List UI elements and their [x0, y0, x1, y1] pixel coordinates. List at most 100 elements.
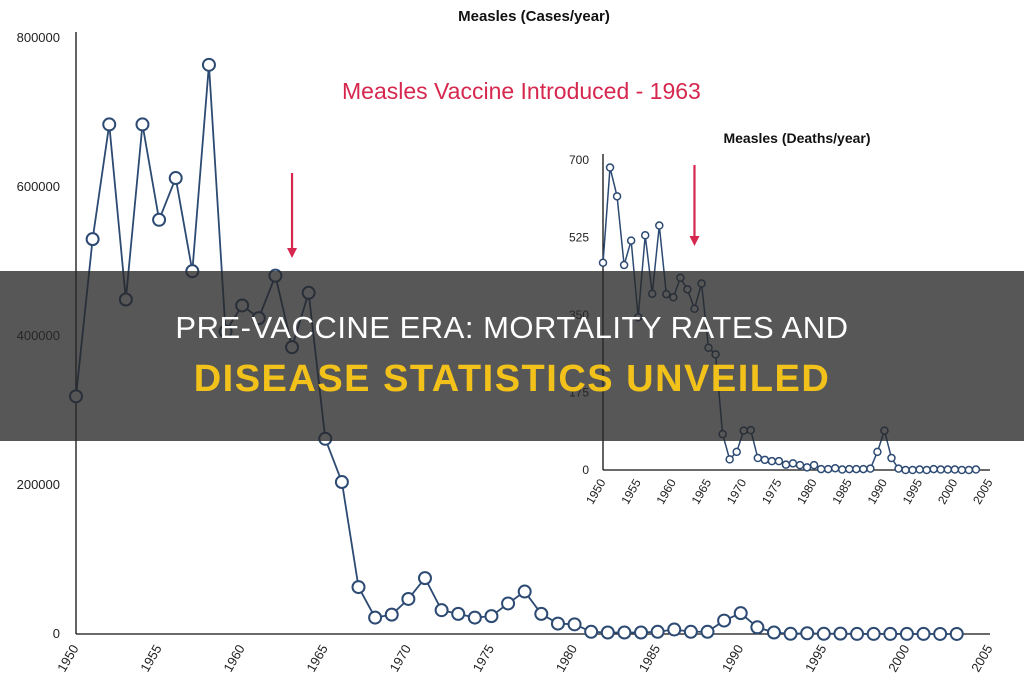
data-point: [168, 171, 183, 186]
data-point: [915, 465, 924, 474]
data-point: [971, 465, 981, 474]
data-point: [950, 465, 960, 474]
data-point: [700, 624, 715, 639]
data-point: [753, 453, 763, 463]
x-tick-label: 1955: [137, 642, 164, 675]
x-tick-label: 1985: [636, 642, 663, 675]
y-tick-label: 800000: [17, 30, 60, 45]
data-point: [837, 465, 847, 474]
y-tick-label: 200000: [17, 477, 60, 492]
x-tick-label: 1970: [387, 642, 414, 675]
data-point: [823, 464, 833, 474]
data-point: [850, 626, 865, 641]
chart-title: Measles (Deaths/year): [723, 130, 870, 146]
data-point: [152, 212, 167, 227]
data-point: [567, 617, 582, 632]
data-point: [922, 465, 931, 475]
vaccine-arrow-head: [689, 236, 700, 246]
data-point: [883, 626, 898, 641]
data-point: [401, 591, 416, 606]
x-tick-label: 2000: [935, 476, 961, 506]
data-point: [501, 596, 516, 611]
data-point: [683, 624, 698, 639]
x-tick-label: 1980: [553, 642, 580, 675]
data-point: [733, 606, 748, 621]
data-point: [766, 625, 781, 640]
x-tick-label: 1970: [724, 476, 750, 506]
data-point: [949, 626, 964, 641]
data-point: [717, 613, 732, 628]
x-tick-label: 1975: [759, 476, 785, 506]
vaccine-annotation: Measles Vaccine Introduced - 1963: [342, 78, 701, 104]
data-point: [781, 460, 791, 469]
data-point: [873, 447, 882, 457]
data-point: [802, 463, 812, 472]
data-point: [809, 460, 819, 470]
x-tick-label: 1990: [865, 476, 891, 506]
x-tick-label: 1950: [583, 476, 609, 506]
data-point: [617, 625, 632, 640]
x-tick-label: 1995: [900, 476, 926, 506]
data-point: [605, 163, 615, 172]
data-point: [368, 610, 383, 625]
data-point: [667, 622, 682, 637]
y-tick-label: 700: [569, 153, 589, 167]
data-point: [550, 616, 565, 631]
vaccine-arrow-head: [287, 248, 298, 258]
x-tick-label: 1990: [719, 642, 746, 675]
data-point: [650, 624, 665, 639]
caption-title-line2: DISEASE STATISTICS UNVEILED: [193, 358, 831, 400]
x-tick-label: 2005: [968, 642, 995, 675]
data-point: [957, 465, 967, 475]
data-point: [434, 603, 449, 618]
data-point: [774, 456, 784, 466]
data-point: [795, 460, 805, 470]
x-tick-label: 1955: [618, 476, 644, 506]
data-point: [351, 580, 366, 595]
x-tick-label: 2005: [970, 476, 996, 506]
data-point: [800, 626, 815, 641]
y-tick-label: 0: [53, 626, 60, 641]
data-point: [334, 475, 349, 490]
data-point: [600, 625, 615, 640]
data-point: [626, 236, 636, 245]
data-point: [384, 607, 399, 622]
data-point: [788, 459, 798, 468]
data-point: [901, 465, 910, 475]
data-point: [767, 456, 777, 466]
x-tick-label: 1985: [829, 476, 855, 506]
data-point: [201, 57, 216, 72]
data-point: [467, 610, 482, 625]
data-point: [852, 464, 861, 474]
data-point: [655, 221, 664, 230]
data-point: [634, 625, 649, 640]
data-point: [725, 455, 734, 464]
data-point: [816, 626, 831, 641]
data-point: [750, 620, 765, 635]
x-tick-label: 2000: [885, 642, 912, 675]
data-point: [102, 117, 117, 132]
data-point: [783, 626, 798, 641]
data-point: [484, 609, 499, 624]
data-point: [887, 453, 896, 463]
y-tick-label: 600000: [17, 179, 60, 194]
data-point: [833, 626, 848, 641]
x-tick-label: 1995: [802, 642, 829, 675]
data-point: [866, 464, 875, 473]
data-point: [417, 571, 432, 586]
data-point: [451, 606, 466, 621]
x-tick-label: 1960: [220, 642, 247, 675]
data-point: [866, 626, 881, 641]
data-point: [584, 624, 599, 639]
data-point: [816, 464, 826, 474]
data-point: [916, 626, 931, 641]
data-point: [598, 258, 608, 267]
data-point: [859, 464, 868, 474]
caption-title-line1: PRE-VACCINE ERA: MORTALITY RATES AND: [175, 310, 849, 345]
x-tick-label: 1950: [54, 642, 81, 675]
x-tick-label: 1965: [303, 642, 330, 675]
data-point: [830, 463, 840, 473]
y-tick-label: 525: [569, 231, 589, 245]
x-tick-label: 1960: [653, 476, 679, 506]
